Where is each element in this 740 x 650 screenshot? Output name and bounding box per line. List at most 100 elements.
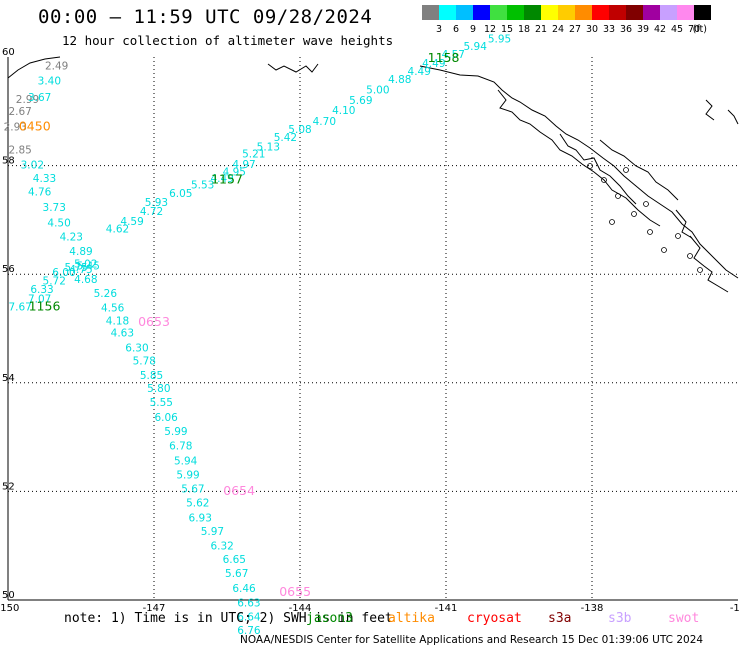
lat-tick-label: 50 (2, 590, 15, 601)
wave-height-label: 3.67 (28, 92, 51, 104)
pass-time-label: 0653 (138, 314, 170, 329)
wave-height-label: 2.85 (8, 145, 31, 157)
coastline-segment (727, 109, 739, 125)
lon-tick-label: -138 (581, 603, 604, 614)
island-outline (661, 247, 667, 253)
coastline-segment (559, 133, 637, 205)
island-outline (615, 193, 621, 199)
colorbar-swatch (592, 5, 609, 20)
wave-height-label: 5.69 (349, 95, 372, 107)
wave-height-label: 4.88 (388, 74, 411, 86)
pass-time-label: 0655 (279, 584, 311, 599)
island-outline (675, 233, 681, 239)
wave-height-label: 6.05 (169, 188, 192, 200)
wave-height-label: 5.93 (145, 197, 168, 209)
wave-height-label: 4.49 (210, 173, 233, 185)
colorbar-swatch (660, 5, 677, 20)
pass-time-label: 1156 (29, 299, 61, 314)
wave-height-label: 6.64 (237, 612, 261, 624)
wave-height-label: 3.02 (21, 159, 44, 171)
wave-height-label: 4.57 (442, 49, 465, 61)
colorbar-tick-label: 42 (654, 24, 666, 35)
wave-height-label: 5.53 (191, 179, 214, 191)
colorbar-tick-label: 3 (436, 24, 442, 35)
wave-height-label: 4.70 (313, 116, 336, 128)
wave-height-label: 4.33 (33, 173, 56, 185)
credit-line: NOAA/NESDIS Center for Satellite Applica… (240, 634, 704, 646)
wave-height-label: 5.45 (77, 260, 100, 272)
lat-tick-label: 52 (2, 481, 15, 492)
satellite-legend-item: s3b (608, 611, 632, 626)
altimeter-track: 4.68 5.26 4.564.184.63 6.305.78 5.855.80 5.55… (74, 274, 261, 637)
colorbar-tick-label: 70 (688, 24, 700, 35)
lon-tick-label: -147 (143, 603, 166, 614)
wave-height-label: 6.65 (223, 554, 246, 566)
colorbar-tick-label: 15 (501, 24, 513, 35)
wave-height-label: 3.73 (43, 202, 66, 214)
wave-height-label: 6.78 (169, 441, 192, 453)
wave-height-label: 6.33 (30, 284, 53, 296)
wave-height-label: 5.80 (147, 383, 170, 395)
lon-tick-label: -150 (0, 603, 19, 614)
colorbar-tick-label: 36 (620, 24, 632, 35)
satellite-legend-item: s3a (548, 611, 572, 626)
pass-time-label: 0450 (19, 118, 51, 133)
wave-height-label: 5.00 (366, 84, 389, 96)
island-outline (587, 163, 593, 169)
colorbar-tick-label: 33 (603, 24, 615, 35)
altimeter-track: 3.40 3.67 3.02 4.334.76 3.73 4.50 4.23 4.895.02… (8, 76, 100, 314)
wave-height-label: 5.08 (288, 124, 311, 136)
coastline-segment (7, 56, 61, 79)
colorbar-swatch (456, 5, 473, 20)
coastline-segment (599, 139, 679, 201)
coastline-segment (267, 63, 319, 73)
wave-height-label: 2.67 (8, 106, 31, 118)
colorbar-swatch (643, 5, 660, 20)
pass-time-label: 1158 (428, 50, 460, 65)
satellite-legend-item: altika (388, 611, 435, 626)
lat-tick-label: 60 (2, 47, 15, 58)
wave-height-label: 5.95 (488, 33, 511, 45)
wave-height-label: 3.40 (38, 76, 61, 88)
wave-height-label: 6.06 (154, 412, 178, 424)
wave-height-label: 4.68 (74, 274, 97, 286)
wave-height-label: 5.97 (201, 526, 224, 538)
colorbar-unit: (ft) (693, 24, 707, 35)
colorbar-swatch (507, 5, 524, 20)
map-subtitle: 12 hour collection of altimeter wave hei… (62, 33, 394, 48)
lon-tick-label: -141 (435, 603, 458, 614)
pass-time-label: 0654 (223, 483, 255, 498)
wave-height-label: 6.93 (189, 512, 212, 524)
map-title: 00:00 – 11:59 UTC 09/28/2024 (38, 6, 373, 28)
wave-height-label: 5.94 (174, 455, 198, 467)
wave-height-label: 6.30 (125, 342, 148, 354)
colorbar-swatch (575, 5, 592, 20)
island-outline (697, 267, 703, 273)
wave-height-label: 4.89 (69, 246, 92, 258)
wave-height-label: 5.26 (94, 288, 118, 300)
wave-height-label: 5.42 (274, 132, 297, 144)
wave-height-label: 5.94 (464, 41, 488, 53)
coastline-segment (675, 209, 693, 239)
wave-height-label: 6.63 (237, 598, 260, 610)
island-outline (631, 211, 637, 217)
wave-height-label: 2.99 (16, 94, 39, 106)
wave-height-label: 4.49 (422, 58, 445, 70)
colorbar-tick-label: 30 (586, 24, 598, 35)
wave-height-label: 4.18 (106, 316, 129, 328)
graticule: -150 -147 -144 -141 -138 -13 60 58 56 54 52 50 (0, 47, 740, 614)
wave-height-label: 5.99 (176, 469, 199, 481)
wave-height-label: 4.59 (120, 216, 143, 228)
coastline-segment (689, 235, 729, 293)
colorbar-swatch (524, 5, 541, 20)
island-outline (687, 253, 693, 259)
wave-height-label: 6.46 (232, 583, 256, 595)
wave-height-label: 4.10 (332, 105, 355, 117)
colorbar-tick-label: 12 (484, 24, 496, 35)
wave-height-label: 7.07 (28, 293, 51, 305)
footnote: note: 1) Time is in UTC; 2) SWH is in fe… (64, 611, 393, 626)
island-outline (643, 201, 649, 207)
colorbar-swatch (694, 5, 711, 20)
pass-time-label: 1157 (211, 172, 243, 187)
wave-height-label: 4.50 (47, 217, 70, 229)
